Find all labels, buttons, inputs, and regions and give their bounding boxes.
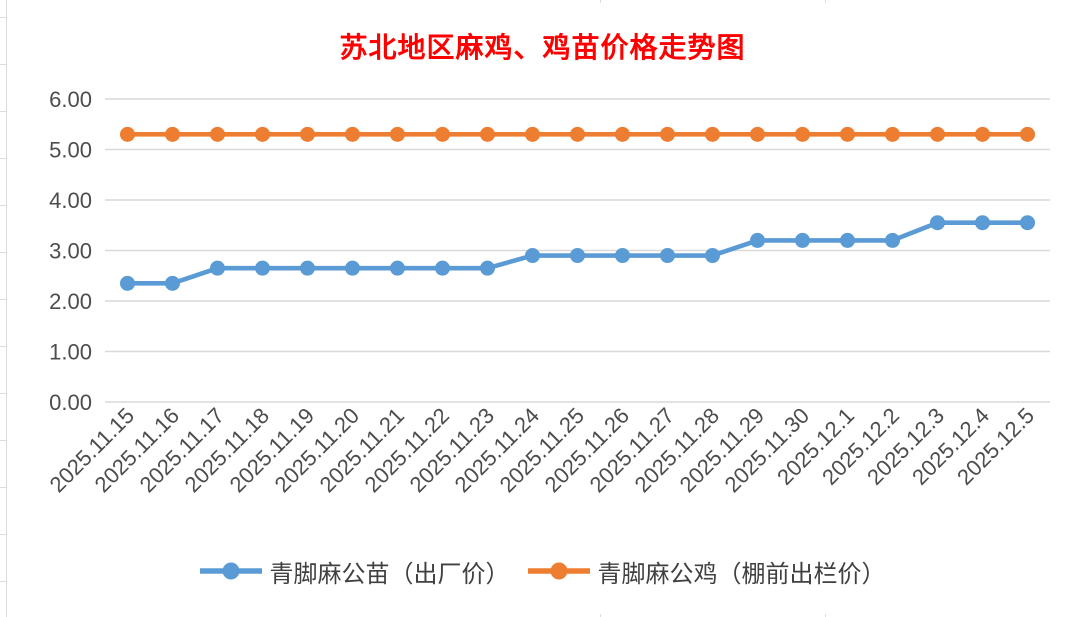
data-point-marker bbox=[975, 215, 990, 231]
data-point-marker bbox=[255, 126, 270, 142]
legend-item-chick-seedling: 青脚麻公苗（出厂价） bbox=[199, 554, 510, 589]
data-point-marker bbox=[930, 215, 945, 231]
data-point-marker bbox=[345, 260, 360, 276]
legend-label-adult-chicken: 青脚麻公鸡（棚前出栏价） bbox=[597, 561, 886, 588]
data-point-marker bbox=[255, 260, 270, 276]
worksheet-gridline bbox=[6, 0, 7, 617]
data-point-marker bbox=[660, 248, 675, 264]
data-point-marker bbox=[480, 126, 495, 142]
data-point-marker bbox=[975, 126, 990, 142]
data-point-marker bbox=[750, 232, 765, 248]
worksheet-gridline bbox=[0, 252, 6, 253]
legend-item-adult-chicken: 青脚麻公鸡（棚前出栏价） bbox=[527, 554, 886, 589]
data-point-marker bbox=[885, 232, 900, 248]
worksheet-gridline bbox=[0, 111, 6, 112]
data-point-marker bbox=[480, 260, 495, 276]
y-axis-tick-label: 2.00 bbox=[49, 289, 92, 314]
data-point-marker bbox=[525, 126, 540, 142]
data-point-marker bbox=[120, 126, 135, 142]
worksheet-gridline bbox=[600, 614, 601, 617]
worksheet-gridline bbox=[0, 205, 6, 206]
y-axis-tick-label: 6.00 bbox=[49, 87, 92, 112]
data-point-marker bbox=[435, 126, 450, 142]
data-point-marker bbox=[390, 126, 405, 142]
data-point-marker bbox=[390, 260, 405, 276]
y-axis-tick-label: 5.00 bbox=[49, 138, 92, 163]
data-point-marker bbox=[930, 126, 945, 142]
data-point-marker bbox=[165, 275, 180, 291]
data-point-marker bbox=[660, 126, 675, 142]
y-axis-tick-label: 1.00 bbox=[49, 340, 92, 365]
data-point-marker bbox=[345, 126, 360, 142]
data-point-marker bbox=[840, 126, 855, 142]
data-point-marker bbox=[435, 260, 450, 276]
worksheet-gridline bbox=[0, 487, 6, 488]
worksheet-gridline bbox=[0, 64, 6, 65]
data-point-marker bbox=[300, 260, 315, 276]
worksheet-gridline bbox=[0, 17, 6, 18]
data-point-marker bbox=[795, 232, 810, 248]
data-point-marker bbox=[615, 248, 630, 264]
worksheet-gridline bbox=[0, 534, 6, 535]
data-point-marker bbox=[570, 126, 585, 142]
worksheet-gridline bbox=[0, 581, 6, 582]
data-point-marker bbox=[300, 126, 315, 142]
data-point-marker bbox=[705, 126, 720, 142]
y-axis-tick-label: 0.00 bbox=[49, 390, 92, 415]
worksheet-gridline bbox=[825, 0, 826, 3]
legend-label-chick-seedling: 青脚麻公苗（出厂价） bbox=[269, 561, 510, 588]
data-point-marker bbox=[750, 126, 765, 142]
worksheet-gridline bbox=[825, 614, 826, 617]
worksheet-gridline bbox=[0, 299, 6, 300]
y-axis-tick-label: 4.00 bbox=[49, 188, 92, 213]
worksheet-gridline bbox=[0, 346, 6, 347]
data-point-marker bbox=[525, 248, 540, 264]
data-point-marker bbox=[165, 126, 180, 142]
worksheet-gridline bbox=[600, 0, 601, 3]
line-marker-icon bbox=[527, 562, 590, 580]
worksheet-gridline bbox=[0, 440, 6, 441]
worksheet-gridline bbox=[0, 393, 6, 394]
data-point-marker bbox=[210, 260, 225, 276]
data-point-marker bbox=[705, 248, 720, 264]
data-point-marker bbox=[210, 126, 225, 142]
data-point-marker bbox=[570, 248, 585, 264]
legend: 青脚麻公苗（出厂价） 青脚麻公鸡（棚前出栏价） bbox=[0, 549, 1085, 593]
data-point-marker bbox=[840, 232, 855, 248]
data-point-marker bbox=[885, 126, 900, 142]
chart-title: 苏北地区麻鸡、鸡苗价格走势图 bbox=[339, 33, 746, 64]
worksheet-gridline bbox=[0, 158, 6, 159]
data-point-marker bbox=[795, 126, 810, 142]
data-point-marker bbox=[615, 126, 630, 142]
line-marker-icon bbox=[199, 562, 262, 580]
data-point-marker bbox=[120, 275, 135, 291]
data-point-marker bbox=[1020, 215, 1035, 231]
data-point-marker bbox=[1020, 126, 1035, 142]
y-axis-tick-label: 3.00 bbox=[49, 239, 92, 264]
